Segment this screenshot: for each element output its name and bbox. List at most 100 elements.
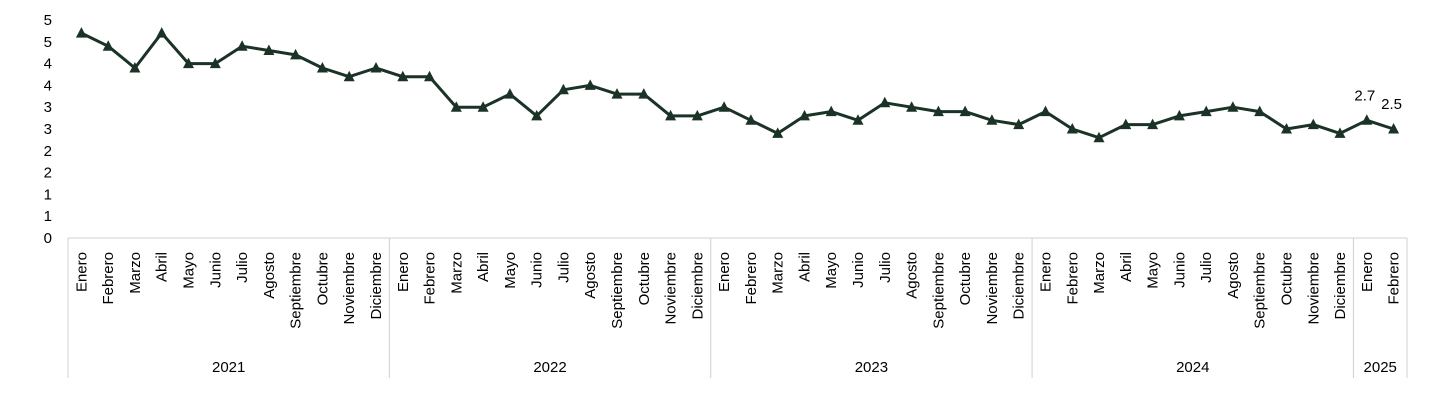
x-tick-label-month: Septiembre xyxy=(1252,252,1269,329)
x-tick-label-month: Julio xyxy=(234,252,251,283)
data-point-marker xyxy=(584,79,596,90)
x-tick-label-month: Julio xyxy=(877,252,894,283)
data-point-marker xyxy=(1013,118,1025,130)
x-tick-label-month: Diciembre xyxy=(1011,252,1028,320)
x-group-label-year: 2022 xyxy=(533,359,566,376)
data-point-marker xyxy=(906,101,918,112)
data-point-marker xyxy=(745,114,757,125)
y-tick-label: 3 xyxy=(44,99,52,116)
x-tick-label-month: Diciembre xyxy=(368,252,385,320)
y-tick-label: 4 xyxy=(44,77,52,94)
x-tick-label-month: Agosto xyxy=(582,252,599,299)
data-point-marker xyxy=(986,114,998,125)
series-line xyxy=(80,31,1395,140)
data-point-marker xyxy=(772,127,784,138)
x-tick-label-month: Julio xyxy=(1198,252,1215,283)
x-tick-label-month: Noviembre xyxy=(1305,252,1322,325)
x-tick-label-month: Enero xyxy=(395,252,412,292)
data-point-marker xyxy=(1361,114,1373,125)
x-tick-label-month: Marzo xyxy=(770,252,787,294)
x-tick-label-month: Junio xyxy=(529,252,546,288)
data-point-marker xyxy=(504,88,516,99)
data-point-marker xyxy=(1200,105,1212,117)
data-point-marker xyxy=(129,62,141,73)
data-point-marker xyxy=(1120,118,1132,130)
x-tick-label-month: Enero xyxy=(716,252,733,292)
data-point-marker xyxy=(1040,105,1051,117)
x-tick-label-month: Abril xyxy=(1118,252,1135,282)
x-group-label-year: 2025 xyxy=(1364,359,1397,376)
data-point-marker xyxy=(852,114,864,125)
x-tick-label-month: Diciembre xyxy=(1332,252,1349,320)
data-label: 2.5 xyxy=(1381,96,1402,113)
x-tick-label-month: Septiembre xyxy=(609,252,626,329)
x-tick-label-month: Noviembre xyxy=(341,252,358,325)
data-point-marker xyxy=(424,70,435,82)
data-point-marker xyxy=(691,109,703,121)
data-point-marker xyxy=(477,101,489,112)
data-point-marker xyxy=(75,27,87,38)
data-point-marker xyxy=(1307,118,1319,130)
x-tick-label-month: Septiembre xyxy=(930,252,947,329)
data-point-marker xyxy=(236,40,248,51)
y-tick-label: 5 xyxy=(44,34,52,51)
data-point-marker xyxy=(1281,123,1292,134)
x-tick-label-month: Junio xyxy=(1171,252,1188,288)
x-tick-label-month: Febrero xyxy=(1064,252,1081,305)
data-point-marker xyxy=(209,57,221,69)
y-tick-label: 5 xyxy=(44,12,52,29)
x-tick-label-month: Abril xyxy=(475,252,492,282)
x-tick-label-month: Octubre xyxy=(314,252,331,305)
data-point-marker xyxy=(611,88,623,99)
y-tick-label: 2 xyxy=(44,143,52,160)
y-axis: 0 1 1 2 2 3 3 4 4 5 5 xyxy=(44,12,52,247)
x-tick-label-month: Junio xyxy=(207,252,224,288)
x-tick-label-month: Mayo xyxy=(181,252,198,289)
x-tick-label-month: Noviembre xyxy=(663,252,680,325)
x-group-label-year: 2021 xyxy=(212,359,245,376)
data-point-marker xyxy=(290,48,302,60)
x-tick-label-month: Agosto xyxy=(261,252,278,299)
data-point-marker xyxy=(531,109,543,121)
data-point-marker xyxy=(156,27,168,38)
data-labels: 2.7 2.5 xyxy=(1354,87,1402,113)
data-point-marker xyxy=(718,101,730,112)
x-tick-label-month: Enero xyxy=(73,252,90,292)
data-point-marker xyxy=(1066,123,1078,134)
data-point-marker xyxy=(638,88,650,99)
x-tick-label-month: Octubre xyxy=(1278,252,1295,305)
data-point-marker xyxy=(557,83,569,95)
x-tick-label-month: Febrero xyxy=(422,252,439,305)
data-point-marker xyxy=(1093,131,1105,143)
y-tick-label: 1 xyxy=(44,186,52,203)
x-tick-label-month: Febrero xyxy=(100,252,117,305)
data-point-marker xyxy=(1334,127,1346,138)
y-tick-label: 0 xyxy=(44,230,52,247)
x-tick-label-month: Febrero xyxy=(1386,252,1403,305)
x-tick-label-month: Agosto xyxy=(1225,252,1242,299)
data-point-marker xyxy=(1147,118,1159,130)
x-tick-label-month: Septiembre xyxy=(288,252,305,329)
x-tick-label-month: Marzo xyxy=(448,252,465,294)
x-tick-label-month: Octubre xyxy=(636,252,653,305)
data-point-marker xyxy=(1173,109,1185,121)
x-axis: Enero Febrero Marzo Abril Mayo Junio Julio Agos… xyxy=(67,237,1408,378)
data-label: 2.7 xyxy=(1354,87,1375,104)
x-tick-label-month: Mayo xyxy=(1145,252,1162,289)
data-point-marker xyxy=(1227,101,1239,112)
x-tick-label-month: Mayo xyxy=(823,252,840,289)
y-tick-label: 3 xyxy=(44,121,52,138)
y-tick-label: 1 xyxy=(44,208,52,225)
series-line-group xyxy=(75,27,1400,143)
data-point-marker xyxy=(450,101,462,112)
x-group-label-year: 2023 xyxy=(855,359,888,376)
data-point-marker xyxy=(370,62,382,73)
x-tick-label-month: Febrero xyxy=(743,252,760,305)
x-tick-label-month: Marzo xyxy=(1091,252,1108,294)
x-tick-label-month: Abril xyxy=(154,252,171,282)
y-tick-label: 2 xyxy=(44,165,52,182)
data-point-marker xyxy=(1254,105,1266,117)
x-tick-label-month: Enero xyxy=(1037,252,1054,292)
x-tick-label-month: Mayo xyxy=(502,252,519,289)
